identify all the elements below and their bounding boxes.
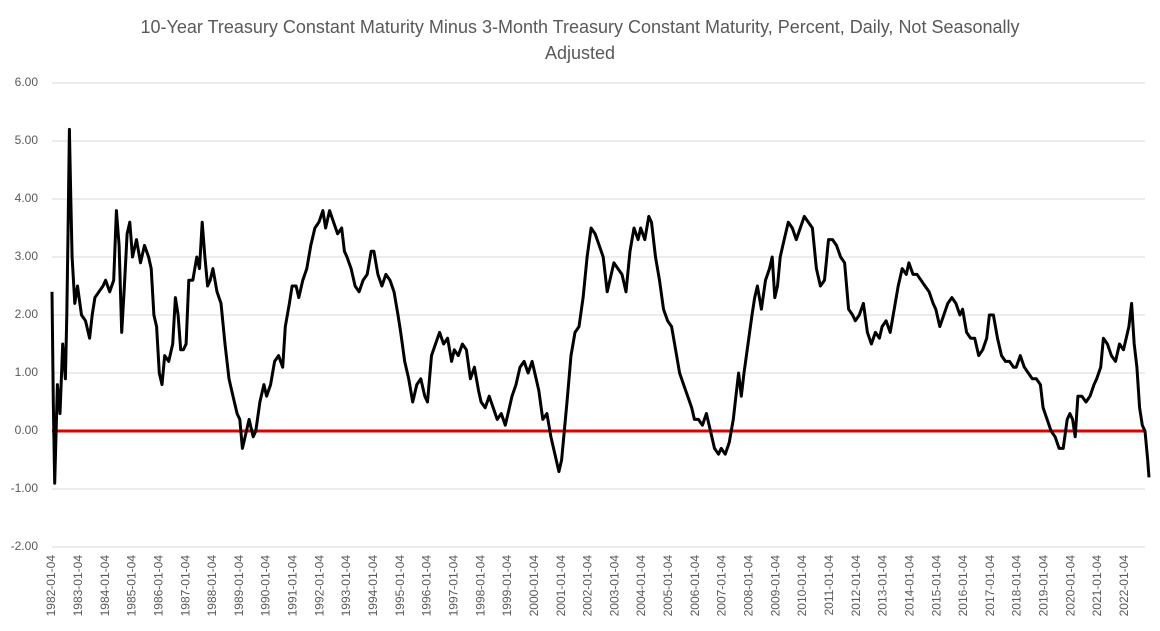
y-tick-label: 6.00: [15, 75, 39, 89]
x-tick-label: 2018-01-04: [1010, 555, 1024, 617]
x-tick-label: 1983-01-04: [71, 555, 85, 617]
x-tick-label: 2021-01-04: [1090, 555, 1104, 617]
x-tick-label: 2011-01-04: [822, 555, 836, 616]
y-tick-label: 4.00: [15, 191, 39, 205]
x-tick-label: 1997-01-04: [446, 555, 460, 617]
x-tick-label: 1986-01-04: [151, 555, 165, 617]
x-tick-label: 2004-01-04: [634, 555, 648, 617]
x-tick-label: 2022-01-04: [1117, 555, 1131, 617]
y-tick-label: -1.00: [11, 481, 39, 495]
x-tick-label: 1982-01-04: [44, 555, 58, 617]
x-tick-label: 2000-01-04: [527, 555, 541, 617]
x-tick-label: 1996-01-04: [420, 555, 434, 617]
y-tick-label: 1.00: [15, 365, 39, 379]
x-tick-label: 1992-01-04: [312, 555, 326, 617]
x-tick-label: 2017-01-04: [983, 555, 997, 617]
x-tick-label: 2001-01-04: [554, 555, 568, 617]
x-tick-label: 2009-01-04: [768, 555, 782, 617]
x-tick-label: 2020-01-04: [1063, 555, 1077, 617]
y-tick-label: 0.00: [15, 423, 39, 437]
x-tick-label: 2013-01-04: [876, 555, 890, 617]
data-line: [50, 127, 1151, 485]
x-tick-label: 2006-01-04: [688, 555, 702, 617]
x-tick-label: 1984-01-04: [98, 555, 112, 617]
x-tick-label: 2002-01-04: [581, 555, 595, 617]
x-tick-label: 1987-01-04: [178, 555, 192, 617]
y-tick-label: 3.00: [15, 249, 39, 263]
x-tick-label: 1988-01-04: [205, 555, 219, 617]
x-tick-label: 1991-01-04: [286, 555, 300, 617]
x-tick-label: 2014-01-04: [902, 555, 916, 617]
y-tick-label: -2.00: [11, 539, 39, 553]
x-tick-label: 2003-01-04: [607, 555, 621, 617]
x-tick-label: 2008-01-04: [742, 555, 756, 617]
x-tick-label: 1995-01-04: [393, 555, 407, 617]
x-tick-label: 1993-01-04: [339, 555, 353, 617]
x-tick-label: 1998-01-04: [473, 555, 487, 617]
x-tick-label: 2012-01-04: [849, 555, 863, 617]
y-tick-label: 5.00: [15, 133, 39, 147]
x-tick-label: 2007-01-04: [715, 555, 729, 617]
x-tick-label: 2019-01-04: [1037, 555, 1051, 617]
x-tick-label: 2005-01-04: [661, 555, 675, 617]
x-tick-label: 2016-01-04: [956, 555, 970, 617]
x-tick-label: 2010-01-04: [795, 555, 809, 617]
x-tick-label: 1999-01-04: [500, 555, 514, 617]
x-tick-label: 1990-01-04: [259, 555, 273, 617]
x-tick-label: 2015-01-04: [929, 555, 943, 617]
chart-title: 10-Year Treasury Constant Maturity Minus…: [140, 17, 1020, 63]
x-tick-label: 1989-01-04: [232, 555, 246, 617]
x-tick-label: 1985-01-04: [125, 555, 139, 617]
x-tick-label: 1994-01-04: [366, 555, 380, 617]
y-tick-label: 2.00: [15, 307, 39, 321]
